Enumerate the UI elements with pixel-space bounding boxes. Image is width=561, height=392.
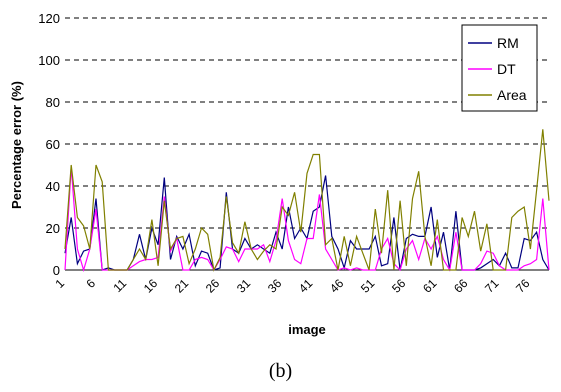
x-tick-label: 1 [52,276,67,291]
y-tick-label: 20 [46,221,60,236]
x-axis-title: image [288,322,326,337]
legend: RM DT Area [461,24,538,112]
legend-box [461,24,538,112]
legend-label: DT [497,61,516,77]
y-tick-label: 100 [38,53,60,68]
y-tick-label: 120 [38,11,60,26]
x-tick-label: 11 [110,276,129,295]
x-tick-label: 41 [296,276,316,296]
y-tick-label: 40 [46,179,60,194]
series-line-dt [64,167,550,273]
legend-label: RM [497,35,519,51]
x-tick-label: 56 [389,276,409,296]
x-tick-label: 66 [451,276,471,296]
y-axis-title: Percentage error (%) [9,81,24,209]
panel-label: (b) [268,360,293,382]
x-tick-label: 21 [172,276,192,296]
x-tick-labels: 1 6 11 16 21 26 31 36 41 46 51 56 61 66 71 76 [52,276,532,296]
y-tick-label: 60 [46,137,60,152]
x-tick-label: 36 [265,276,285,296]
x-tick-label: 16 [141,276,161,296]
y-tick-labels: 0 20 40 60 80 100 120 [38,11,60,278]
x-tick-label: 76 [513,276,533,296]
legend-label: Area [497,87,527,103]
x-tick-label: 6 [84,276,99,291]
x-tick-label: 31 [234,276,254,296]
series-line-area [64,129,550,272]
x-tick-label: 61 [420,276,440,296]
x-tick-label: 71 [482,276,502,296]
x-tick-label: 26 [203,276,223,296]
x-tick-label: 46 [327,276,347,296]
y-tick-label: 0 [53,263,60,278]
x-tick-label: 51 [358,276,378,296]
y-tick-label: 80 [46,95,60,110]
series-lines [64,129,550,273]
